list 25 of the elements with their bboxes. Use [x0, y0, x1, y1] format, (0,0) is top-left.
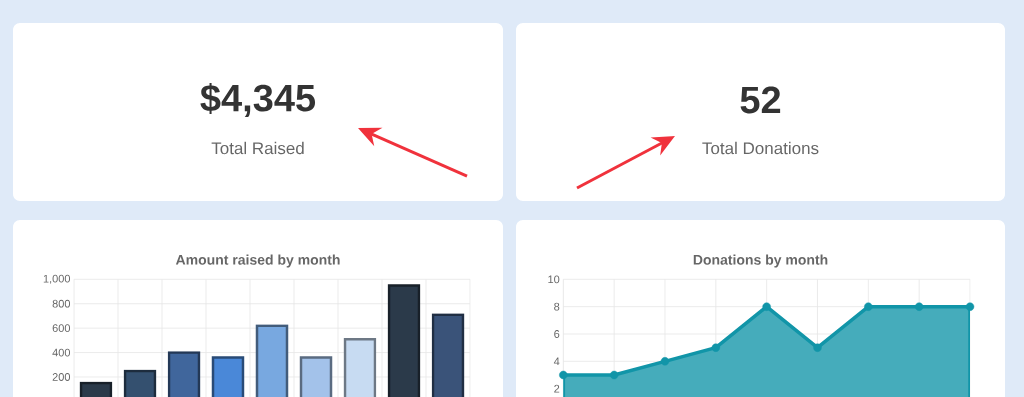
y-tick-label: 200 [52, 373, 71, 381]
y-tick-label: 400 [52, 348, 71, 357]
point [762, 302, 771, 311]
point [813, 343, 822, 352]
y-tick-label: 600 [52, 324, 71, 333]
text: $4,345 [200, 82, 316, 118]
point [711, 343, 721, 352]
text: Total Donations [702, 141, 819, 155]
y-tick-label: 10 [548, 275, 560, 284]
y-tick-label: 6 [554, 330, 560, 338]
y-tick-label: 800 [52, 299, 71, 308]
text: 52 [740, 86, 781, 114]
y-tick-label: 4 [553, 357, 560, 366]
point [660, 357, 670, 366]
y-tick-label: 1,000 [43, 274, 71, 284]
point [559, 370, 568, 380]
text: Total Raised [211, 141, 304, 155]
chart-title: Amount raised by month [175, 254, 340, 268]
chart-title: Donations by month [693, 254, 828, 268]
point [965, 302, 975, 311]
y-tick-label: 2 [554, 384, 560, 393]
point [864, 302, 873, 311]
y-tick-label: 8 [554, 302, 560, 311]
point [914, 302, 924, 311]
point [609, 370, 619, 380]
